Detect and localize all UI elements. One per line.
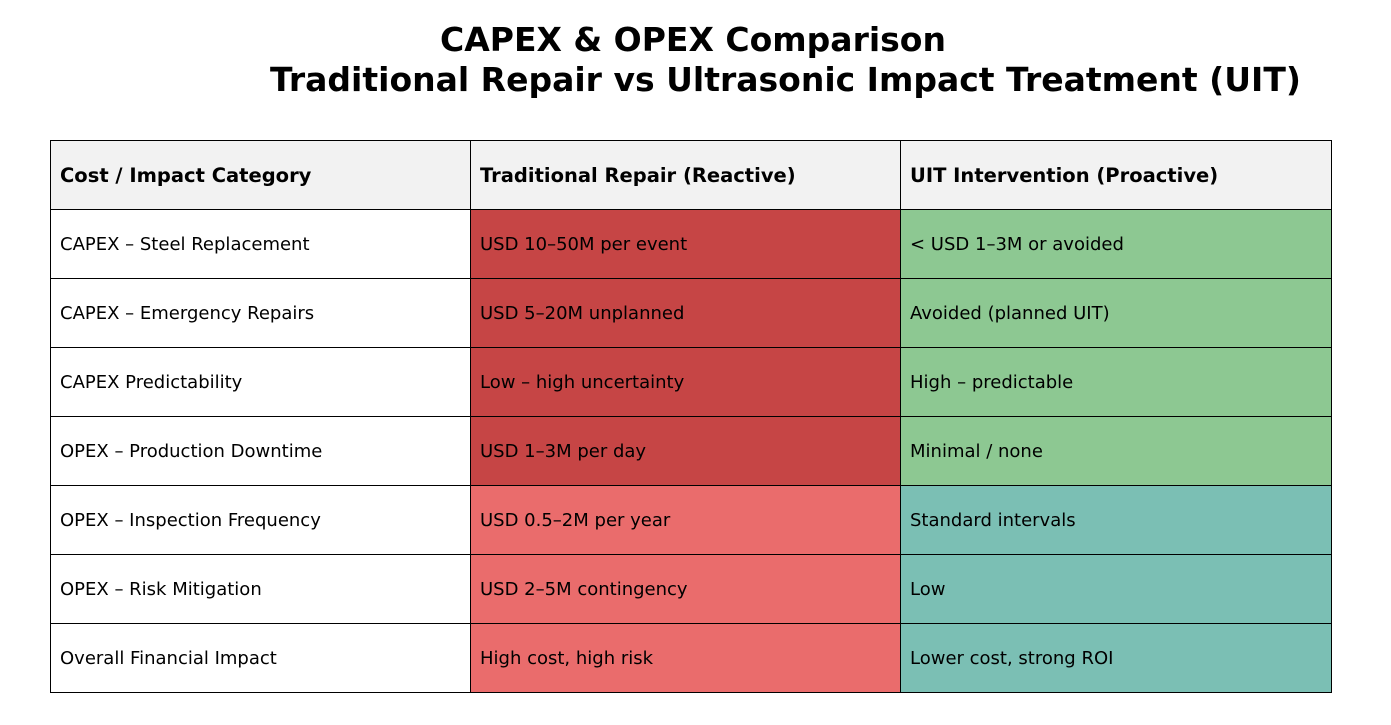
table-row: OPEX – Risk Mitigation USD 2–5M continge… <box>50 554 1332 624</box>
table-row: CAPEX Predictability Low – high uncertai… <box>50 347 1332 417</box>
category-cell: OPEX – Inspection Frequency <box>50 485 471 555</box>
category-cell: CAPEX Predictability <box>50 347 471 417</box>
table-row: CAPEX – Steel Replacement USD 10–50M per… <box>50 209 1332 279</box>
header-uit: UIT Intervention (Proactive) <box>900 140 1332 210</box>
header-category: Cost / Impact Category <box>50 140 471 210</box>
uit-cell: Lower cost, strong ROI <box>900 623 1332 693</box>
uit-cell: Avoided (planned UIT) <box>900 278 1332 348</box>
category-cell: Overall Financial Impact <box>50 623 471 693</box>
category-cell: CAPEX – Steel Replacement <box>50 209 471 279</box>
uit-cell: < USD 1–3M or avoided <box>900 209 1332 279</box>
header-traditional: Traditional Repair (Reactive) <box>470 140 901 210</box>
table-row: OPEX – Inspection Frequency USD 0.5–2M p… <box>50 485 1332 555</box>
traditional-cell: Low – high uncertainty <box>470 347 901 417</box>
traditional-cell: USD 0.5–2M per year <box>470 485 901 555</box>
traditional-cell: High cost, high risk <box>470 623 901 693</box>
table-row: Overall Financial Impact High cost, high… <box>50 623 1332 693</box>
uit-cell: Low <box>900 554 1332 624</box>
category-cell: OPEX – Risk Mitigation <box>50 554 471 624</box>
category-cell: CAPEX – Emergency Repairs <box>50 278 471 348</box>
page-subtitle: Traditional Repair vs Ultrasonic Impact … <box>270 60 1301 99</box>
traditional-cell: USD 2–5M contingency <box>470 554 901 624</box>
category-cell: OPEX – Production Downtime <box>50 416 471 486</box>
page-title: CAPEX & OPEX Comparison <box>440 20 946 59</box>
table-row: OPEX – Production Downtime USD 1–3M per … <box>50 416 1332 486</box>
traditional-cell: USD 5–20M unplanned <box>470 278 901 348</box>
table-header-row: Cost / Impact Category Traditional Repai… <box>50 140 1332 210</box>
uit-cell: High – predictable <box>900 347 1332 417</box>
table-body: CAPEX – Steel Replacement USD 10–50M per… <box>50 209 1332 693</box>
uit-cell: Minimal / none <box>900 416 1332 486</box>
traditional-cell: USD 1–3M per day <box>470 416 901 486</box>
uit-cell: Standard intervals <box>900 485 1332 555</box>
table-row: CAPEX – Emergency Repairs USD 5–20M unpl… <box>50 278 1332 348</box>
traditional-cell: USD 10–50M per event <box>470 209 901 279</box>
comparison-table: Cost / Impact Category Traditional Repai… <box>50 140 1332 693</box>
